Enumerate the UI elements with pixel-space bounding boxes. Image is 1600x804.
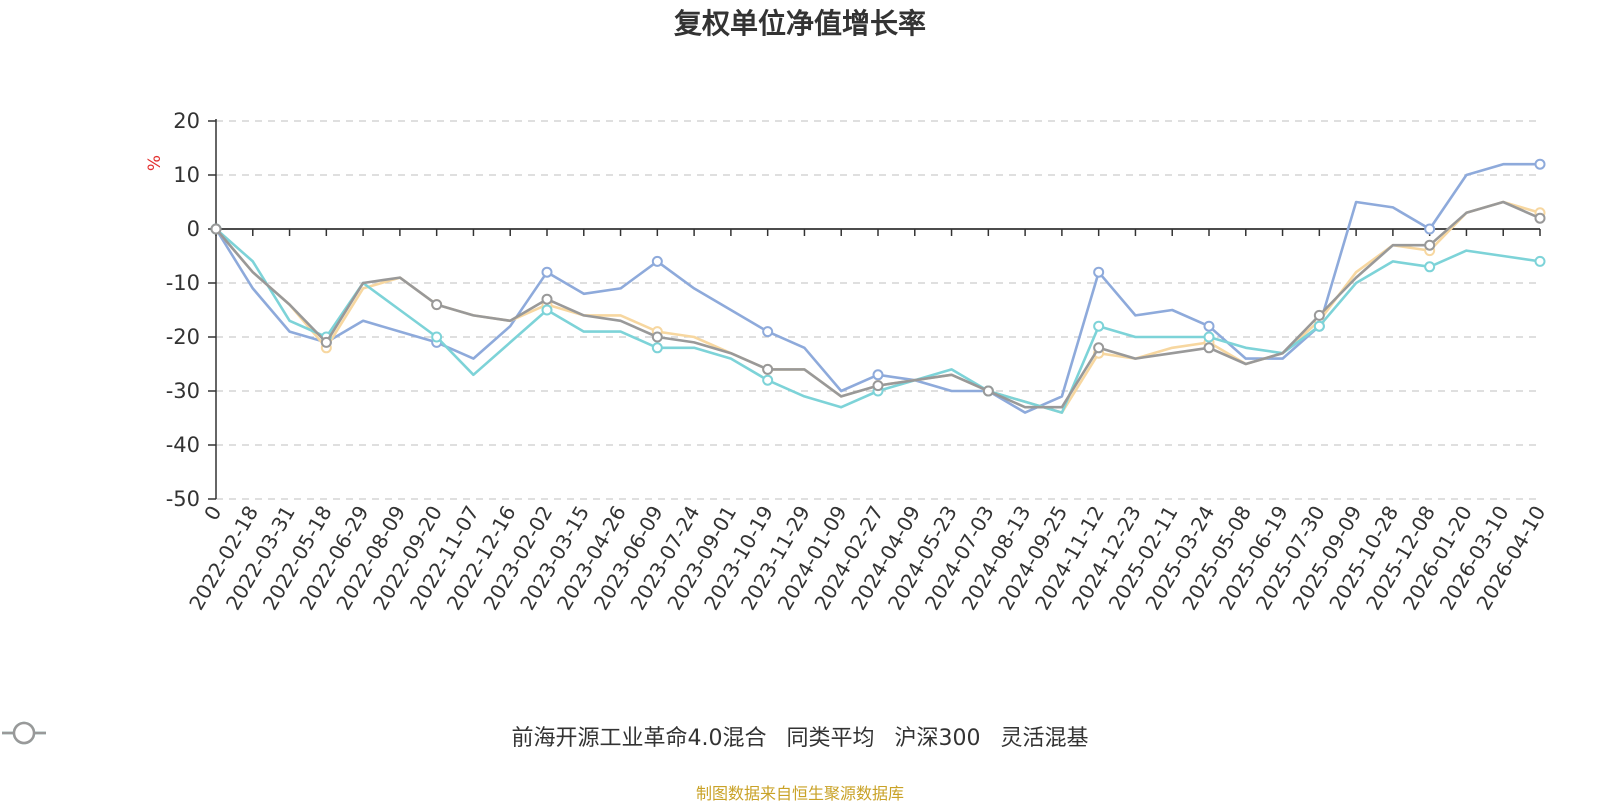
data-point: [762, 374, 774, 386]
legend-label: 灵活混基: [1000, 726, 1089, 751]
data-point: [431, 299, 443, 311]
data-point: [762, 363, 774, 375]
y-tick-label: 0: [187, 217, 200, 241]
y-tick-label: -30: [166, 379, 200, 403]
data-point: [651, 255, 663, 267]
data-point: [541, 304, 553, 316]
y-tick-label: 10: [173, 163, 200, 187]
chart-title: 复权单位净值增长率: [673, 7, 926, 40]
data-point: [1424, 223, 1436, 235]
data-point: [1534, 255, 1546, 267]
data-point: [1424, 261, 1436, 273]
y-tick-label: -40: [166, 433, 200, 457]
data-point: [541, 293, 553, 305]
data-point: [1534, 212, 1546, 224]
data-source-note: 制图数据来自恒生聚源数据库: [695, 784, 904, 803]
legend-label: 前海开源工业革命4.0混合: [511, 726, 767, 751]
data-point: [1313, 309, 1325, 321]
y-axis-unit: %: [145, 155, 165, 171]
data-point: [651, 342, 663, 354]
data-point: [320, 336, 332, 348]
data-point: [1093, 320, 1105, 332]
legend-label: 同类平均: [786, 726, 875, 751]
legend-swatch-icon: [2, 721, 46, 745]
legend-item[interactable]: 前海开源工业革命4.0混合: [2, 720, 767, 752]
data-point: [872, 380, 884, 392]
data-point: [1534, 158, 1546, 170]
data-point: [1203, 342, 1215, 354]
y-tick-label: -20: [166, 325, 200, 349]
y-tick-label: -10: [166, 271, 200, 295]
chart-plot: 20100-10-20-30-40-50%02022-02-182022-03-…: [145, 109, 1550, 614]
data-point: [1203, 320, 1215, 332]
data-point: [872, 369, 884, 381]
data-point: [1093, 342, 1105, 354]
data-point: [210, 223, 222, 235]
data-point: [1424, 239, 1436, 251]
data-point: [982, 385, 994, 397]
x-tick-label: 0: [199, 502, 226, 525]
chart-legend: 前海开源工业革命4.0混合 同类平均 沪深300 灵活混基: [0, 720, 1600, 752]
data-point: [762, 326, 774, 338]
data-point: [541, 266, 553, 278]
data-point: [431, 331, 443, 343]
y-tick-label: -50: [166, 487, 200, 511]
y-tick-label: 20: [173, 109, 200, 133]
legend-item[interactable]: 灵活混基: [2, 720, 1089, 752]
data-point: [651, 331, 663, 343]
legend-item[interactable]: 同类平均: [2, 720, 875, 752]
data-point: [1093, 266, 1105, 278]
data-point: [1313, 320, 1325, 332]
legend-item[interactable]: 沪深300: [2, 720, 981, 752]
data-point: [1203, 331, 1215, 343]
legend-label: 沪深300: [894, 726, 981, 751]
